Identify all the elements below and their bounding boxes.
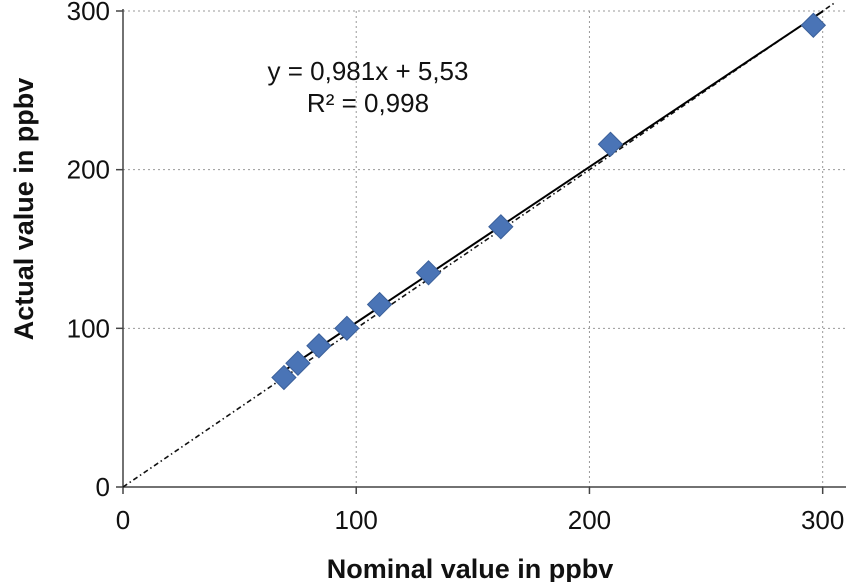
data-point-2	[285, 350, 311, 376]
x-axis-title: Nominal value in ppbv	[327, 554, 614, 582]
data-point-9	[800, 12, 827, 38]
data-point-4	[334, 315, 360, 342]
data-point-8	[597, 131, 624, 157]
grid-lines	[123, 10, 846, 487]
y-tick-label-100: 100	[67, 313, 110, 343]
y-tick-label-0: 0	[96, 472, 110, 502]
data-points	[271, 12, 827, 391]
y-tick-label-300: 300	[67, 0, 110, 26]
fit-lines	[122, 2, 835, 488]
y-tick-label-200: 200	[67, 155, 110, 185]
x-tick-label-0: 0	[116, 505, 130, 535]
y-axis-title: Actual value in ppbv	[9, 78, 39, 341]
data-point-3	[306, 333, 332, 359]
data-point-6	[415, 260, 442, 286]
x-tick-label-200: 200	[568, 505, 611, 535]
r-squared-label: R² = 0,998	[307, 88, 429, 118]
tick-labels: 0 100 200 300 0 100 200 300	[67, 0, 845, 535]
data-point-1	[271, 364, 297, 391]
axes	[116, 9, 846, 494]
data-point-7	[488, 214, 514, 240]
data-point-5	[366, 291, 393, 318]
x-tick-label-300: 300	[801, 505, 844, 535]
trendline-equation: y = 0,981x + 5,53	[268, 56, 469, 86]
x-tick-label-100: 100	[335, 505, 378, 535]
